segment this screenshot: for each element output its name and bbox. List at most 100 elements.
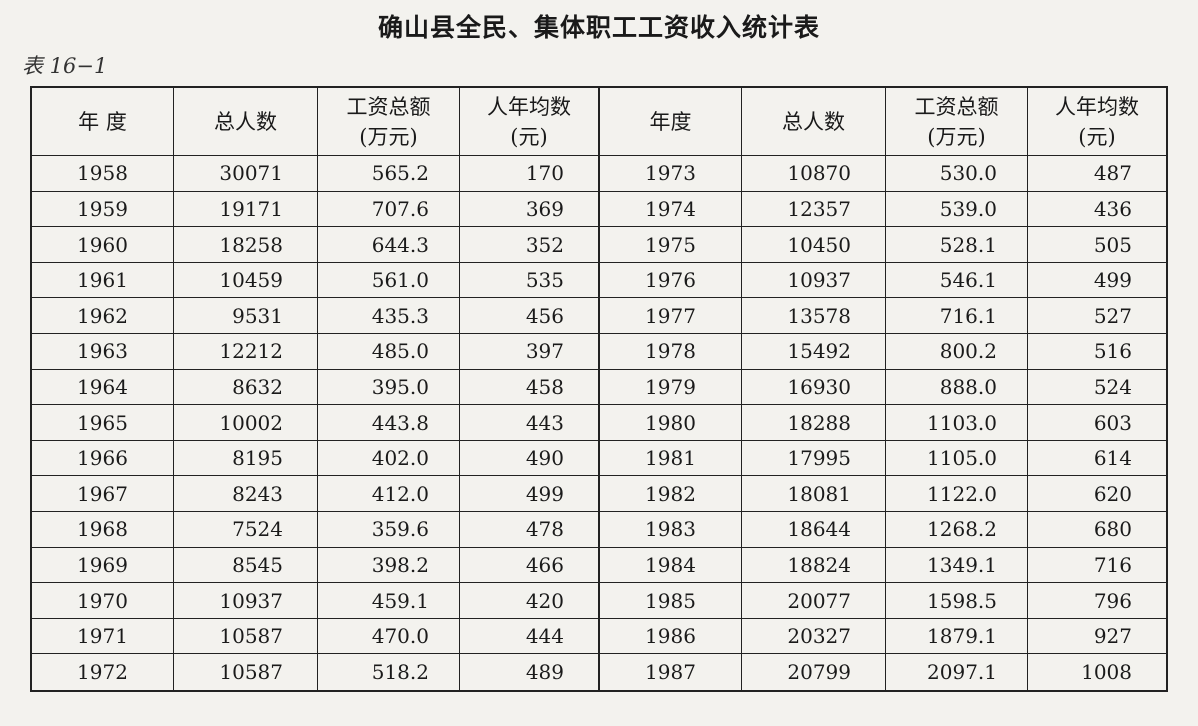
table-row: 1986 20327 1879.1 927 — [600, 618, 1166, 655]
wage-total-cell: 470.0 — [318, 618, 460, 654]
wage-total-cell: 398.2 — [318, 547, 460, 583]
header-total-people-label: 总人数 — [782, 109, 845, 134]
total-people-cell: 7524 — [174, 512, 318, 547]
wage-total-cell: 1122.0 — [886, 476, 1028, 512]
year-cell: 1968 — [32, 512, 174, 547]
wage-total-cell: 359.6 — [318, 512, 460, 547]
table-right-body: 1973 10870 530.0 487 1974 12357 539.0 436 1975 10… — [600, 156, 1166, 690]
total-people-cell: 8243 — [174, 476, 318, 512]
total-people-cell: 19171 — [174, 191, 318, 227]
average-cell: 170 — [525, 161, 564, 186]
table-row: 1959 19171 707.6 369 — [32, 191, 598, 228]
wage-total-cell: 528.1 — [886, 227, 1028, 262]
average-cell: 499 — [525, 481, 564, 506]
year-cell: 1977 — [600, 298, 742, 334]
wage-total-cell: 565.2 — [318, 156, 460, 191]
wage-total-cell: 539.0 — [886, 191, 1028, 227]
header-total-people: 总人数 — [174, 88, 318, 156]
wage-total-cell: 716.1 — [886, 298, 1028, 334]
average-cell: 489 — [525, 660, 564, 685]
total-people-cell: 20327 — [742, 618, 886, 654]
year-cell: 1962 — [32, 298, 174, 334]
table-row: 1970 10937 459.1 420 — [32, 583, 598, 619]
year-cell: 1984 — [600, 547, 742, 583]
average-cell: 369 — [525, 196, 564, 221]
table-row: 1967 8243 412.0 499 — [32, 476, 598, 513]
total-people-cell: 10587 — [174, 654, 318, 690]
year-cell: 1983 — [600, 512, 742, 547]
wage-total-cell: 644.3 — [318, 227, 460, 262]
total-people-cell: 9531 — [174, 298, 318, 334]
total-people-cell: 8632 — [174, 369, 318, 405]
wage-statistics-table: 年 度 总人数 工资总额 (万元) 人年均数 (元) 1958 30071 565.… — [30, 86, 1168, 692]
wage-total-cell: 707.6 — [318, 191, 460, 227]
wage-total-cell: 412.0 — [318, 476, 460, 512]
table-row: 1974 12357 539.0 436 — [600, 191, 1166, 228]
year-cell: 1960 — [32, 227, 174, 262]
wage-total-cell: 1105.0 — [886, 440, 1028, 476]
total-people-cell: 16930 — [742, 369, 886, 405]
header-wage-total: 工资总额 (万元) — [318, 88, 460, 156]
table-row: 1983 18644 1268.2 680 — [600, 512, 1166, 548]
header-wage-total-label: 工资总额 — [346, 94, 431, 119]
header-average-unit: (元) — [510, 124, 548, 149]
average-cell: 603 — [1093, 410, 1132, 435]
total-people-cell: 10587 — [174, 618, 318, 654]
wage-total-cell: 1879.1 — [886, 618, 1028, 654]
header-total-people: 总人数 — [742, 88, 886, 156]
year-cell: 1982 — [600, 476, 742, 512]
header-row: 年 度 总人数 工资总额 (万元) 人年均数 (元) — [32, 88, 598, 157]
table-row: 1977 13578 716.1 527 — [600, 298, 1166, 335]
total-people-cell: 18288 — [742, 405, 886, 440]
average-cell: 524 — [1093, 374, 1132, 399]
total-people-cell: 18258 — [174, 227, 318, 262]
table-row: 1958 30071 565.2 170 — [32, 156, 598, 192]
year-cell: 1971 — [32, 618, 174, 654]
total-people-cell: 8195 — [174, 440, 318, 476]
year-cell: 1986 — [600, 618, 742, 654]
average-cell: 535 — [525, 268, 564, 293]
year-cell: 1961 — [32, 262, 174, 298]
year-cell: 1985 — [600, 583, 742, 618]
year-cell: 1975 — [600, 227, 742, 262]
total-people-cell: 18644 — [742, 512, 886, 547]
wage-total-cell: 561.0 — [318, 262, 460, 298]
average-cell: 490 — [525, 446, 564, 471]
table-row: 1960 18258 644.3 352 — [32, 227, 598, 263]
year-cell: 1987 — [600, 654, 742, 690]
header-year-label: 年度 — [649, 109, 692, 134]
average-cell: 614 — [1093, 446, 1132, 471]
header-average: 人年均数 (元) — [1028, 88, 1166, 155]
table-row: 1980 18288 1103.0 603 — [600, 405, 1166, 441]
average-cell: 927 — [1093, 624, 1132, 649]
total-people-cell: 20077 — [742, 583, 886, 618]
average-cell: 505 — [1093, 232, 1132, 257]
total-people-cell: 10450 — [742, 227, 886, 262]
header-year: 年 度 — [32, 88, 174, 156]
table-row: 1969 8545 398.2 466 — [32, 547, 598, 584]
average-cell: 1008 — [1081, 660, 1132, 685]
table-row: 1981 17995 1105.0 614 — [600, 440, 1166, 477]
header-average: 人年均数 (元) — [460, 88, 598, 155]
wage-total-cell: 1598.5 — [886, 583, 1028, 618]
total-people-cell: 10459 — [174, 262, 318, 298]
wage-total-cell: 459.1 — [318, 583, 460, 618]
average-cell: 516 — [1093, 339, 1132, 364]
table-left-half: 年 度 总人数 工资总额 (万元) 人年均数 (元) 1958 30071 565.… — [32, 88, 598, 690]
year-cell: 1959 — [32, 191, 174, 227]
year-cell: 1981 — [600, 440, 742, 476]
wage-total-cell: 888.0 — [886, 369, 1028, 405]
total-people-cell: 12357 — [742, 191, 886, 227]
header-total-people-label: 总人数 — [214, 109, 277, 134]
wage-total-cell: 2097.1 — [886, 654, 1028, 690]
year-cell: 1970 — [32, 583, 174, 618]
total-people-cell: 15492 — [742, 334, 886, 369]
average-cell: 456 — [525, 303, 564, 328]
table-label: 表 16−1 — [22, 54, 108, 78]
wage-total-cell: 443.8 — [318, 405, 460, 440]
wage-total-cell: 800.2 — [886, 334, 1028, 369]
table-left-body: 1958 30071 565.2 170 1959 19171 707.6 369 1960 18… — [32, 156, 598, 690]
table-row: 1979 16930 888.0 524 — [600, 369, 1166, 406]
total-people-cell: 18081 — [742, 476, 886, 512]
average-cell: 443 — [525, 410, 564, 435]
